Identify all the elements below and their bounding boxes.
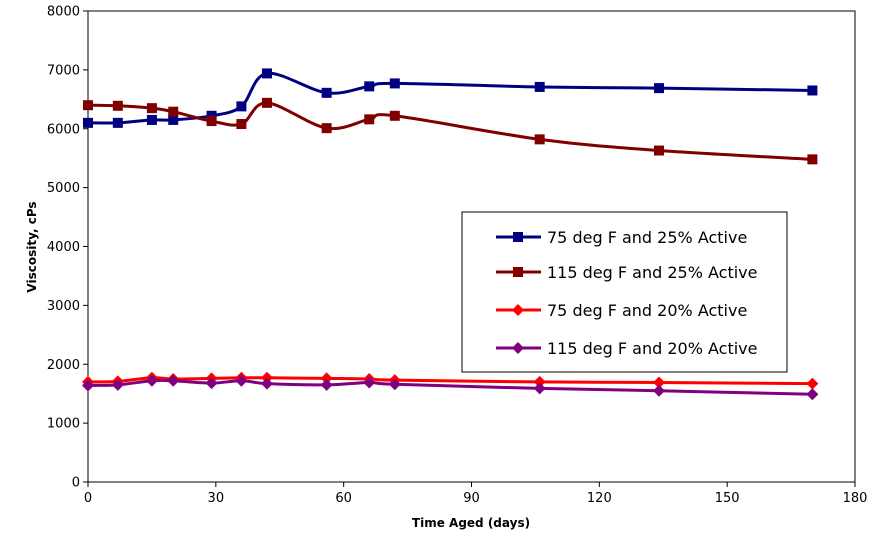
data-point bbox=[533, 382, 546, 395]
data-point bbox=[236, 119, 247, 130]
data-point bbox=[321, 87, 332, 98]
data-point bbox=[533, 375, 546, 388]
data-point bbox=[112, 100, 123, 111]
legend-label: 75 deg F and 25% Active bbox=[547, 228, 747, 247]
data-point bbox=[167, 374, 180, 387]
legend-entry: 75 deg F and 20% Active bbox=[496, 301, 747, 320]
data-point bbox=[205, 377, 218, 390]
data-point bbox=[111, 378, 124, 391]
legend: 75 deg F and 25% Active 115 deg F and 25%… bbox=[461, 211, 788, 373]
data-point bbox=[653, 145, 664, 156]
data-point bbox=[168, 114, 179, 125]
data-point bbox=[534, 81, 545, 92]
y-tick-label: 5000 bbox=[47, 181, 80, 196]
data-point bbox=[206, 116, 217, 127]
data-point bbox=[261, 68, 272, 79]
data-point bbox=[236, 101, 247, 112]
legend-label: 115 deg F and 25% Active bbox=[547, 263, 757, 282]
y-tick-label: 8000 bbox=[47, 5, 80, 20]
data-point bbox=[806, 377, 819, 390]
legend-label: 115 deg F and 20% Active bbox=[547, 339, 757, 358]
x-tick-label: 90 bbox=[463, 491, 480, 506]
y-tick-label: 2000 bbox=[47, 358, 80, 373]
x-tick-label: 60 bbox=[335, 491, 352, 506]
data-point bbox=[389, 110, 400, 121]
data-point bbox=[146, 114, 157, 125]
x-tick-label: 150 bbox=[715, 491, 740, 506]
legend-marker bbox=[512, 342, 524, 354]
data-point bbox=[653, 83, 664, 94]
y-tick-label: 6000 bbox=[47, 122, 80, 137]
data-point bbox=[806, 388, 819, 401]
data-point bbox=[534, 134, 545, 145]
data-point bbox=[364, 81, 375, 92]
series-layer bbox=[82, 68, 819, 401]
x-tick-label: 30 bbox=[208, 491, 225, 506]
x-axis: 0 30 60 90 120 150 180 bbox=[84, 482, 868, 506]
data-point bbox=[807, 85, 818, 96]
y-tick-label: 7000 bbox=[47, 63, 80, 78]
data-point bbox=[83, 117, 93, 128]
data-point bbox=[82, 379, 94, 392]
data-point bbox=[261, 97, 272, 108]
legend-entry: 115 deg F and 20% Active bbox=[496, 339, 757, 358]
x-tick-label: 180 bbox=[843, 491, 868, 506]
data-point bbox=[320, 378, 333, 391]
x-tick-label: 0 bbox=[84, 491, 92, 506]
y-axis: 0 1000 2000 3000 4000 5000 6000 7000 8000 bbox=[47, 5, 88, 491]
series-4 bbox=[82, 374, 819, 401]
data-point bbox=[168, 106, 179, 117]
data-point bbox=[206, 110, 217, 121]
legend-marker bbox=[513, 267, 523, 277]
data-point bbox=[389, 78, 400, 89]
legend-marker bbox=[513, 232, 523, 242]
data-point bbox=[321, 123, 332, 134]
x-axis-title: Time Aged (days) bbox=[412, 516, 530, 530]
series-2 bbox=[83, 97, 818, 165]
data-point bbox=[364, 114, 375, 125]
legend-entry: 75 deg F and 25% Active bbox=[496, 228, 747, 247]
data-point bbox=[145, 374, 158, 387]
series-1 bbox=[83, 68, 818, 128]
x-tick-label: 120 bbox=[587, 491, 612, 506]
y-axis-title: Viscosity, cPs bbox=[25, 201, 39, 292]
data-point bbox=[652, 376, 665, 389]
data-point bbox=[235, 374, 248, 387]
y-tick-label: 0 bbox=[72, 476, 80, 491]
data-point bbox=[363, 376, 376, 389]
data-point bbox=[320, 372, 333, 385]
legend-label: 75 deg F and 20% Active bbox=[547, 301, 747, 320]
data-point bbox=[83, 100, 93, 111]
data-point bbox=[652, 384, 665, 397]
y-tick-label: 3000 bbox=[47, 299, 80, 314]
y-tick-label: 1000 bbox=[47, 417, 80, 432]
legend-entry: 115 deg F and 25% Active bbox=[496, 263, 757, 282]
y-tick-label: 4000 bbox=[47, 240, 80, 255]
data-point bbox=[260, 377, 273, 390]
data-point bbox=[388, 378, 401, 391]
data-point bbox=[112, 117, 123, 128]
data-point bbox=[807, 154, 818, 165]
legend-marker bbox=[512, 304, 524, 316]
data-point bbox=[146, 103, 157, 114]
